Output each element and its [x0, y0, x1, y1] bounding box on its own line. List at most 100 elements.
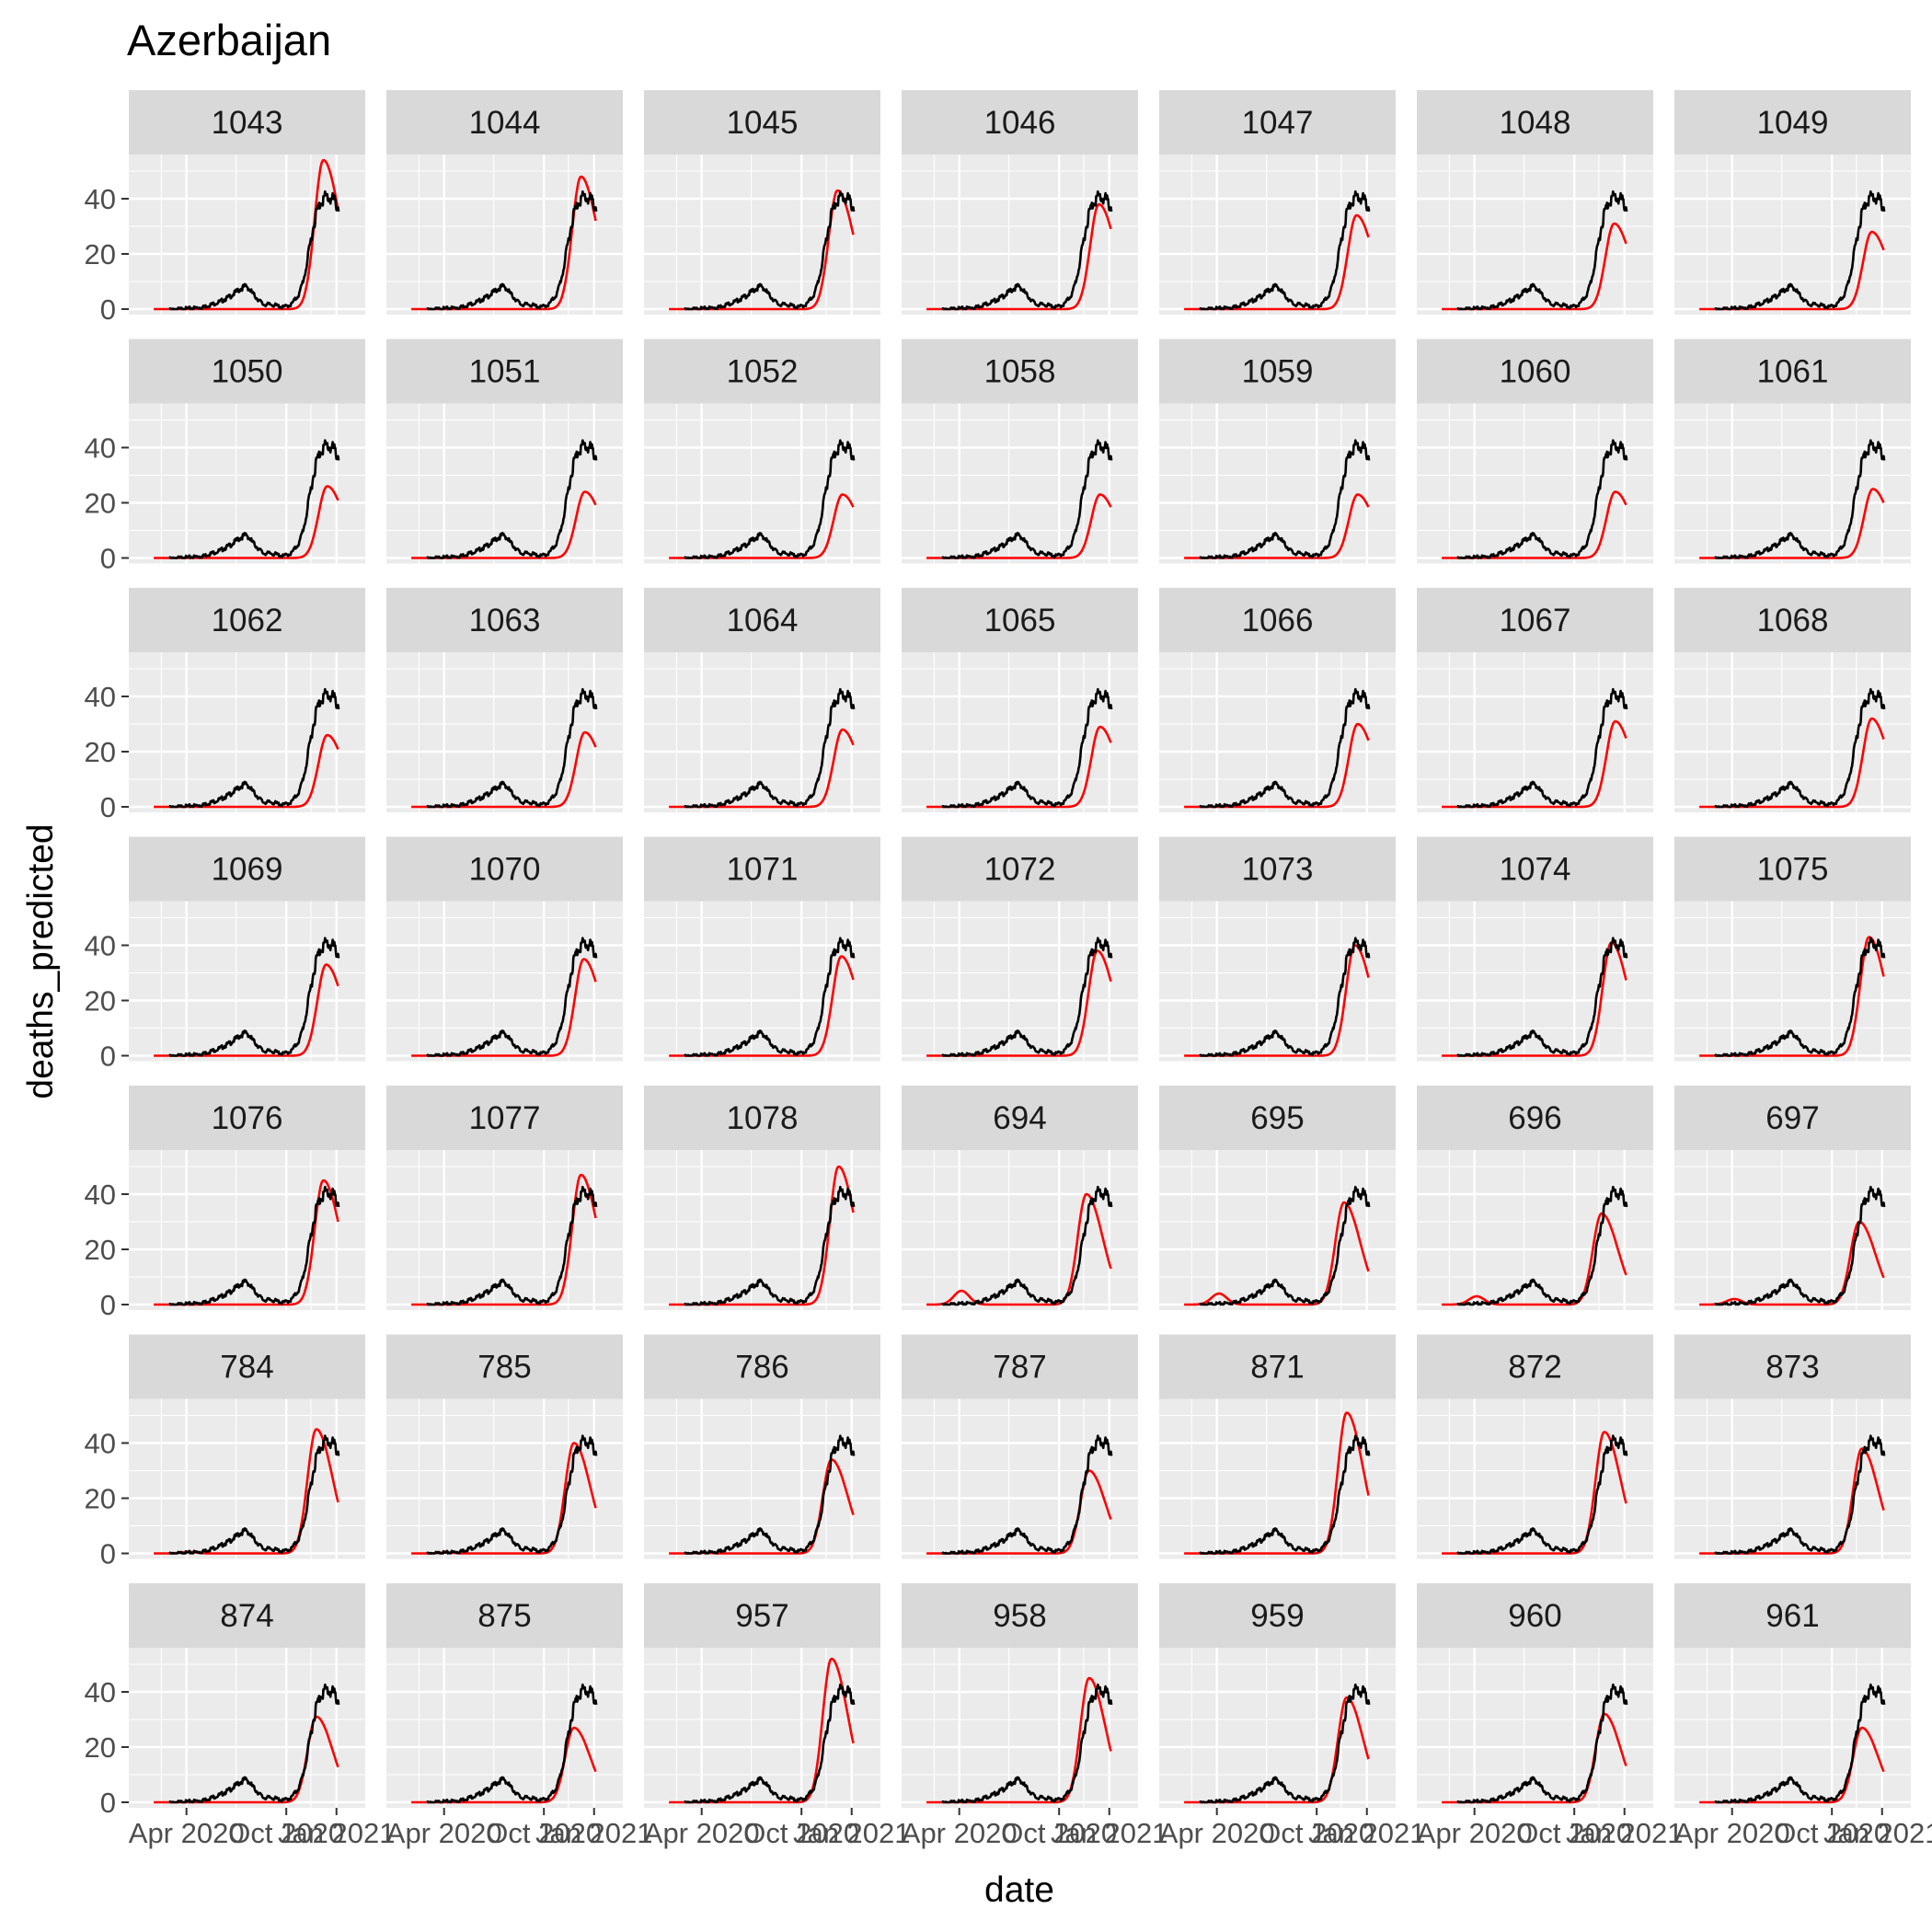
predicted-deaths-line	[1184, 1201, 1370, 1306]
facet-label: 1068	[1757, 603, 1829, 638]
facet-strip	[902, 836, 1138, 902]
actual-deaths-line	[168, 1185, 340, 1306]
x-tick-label: Apr 2020	[902, 1817, 1018, 1849]
facet-label: 871	[1250, 1350, 1304, 1386]
facet-panel: 1046	[902, 90, 1138, 315]
facet-strip	[129, 1334, 365, 1399]
facet-strip	[1159, 836, 1396, 902]
facet-strip	[1674, 836, 1911, 902]
facet-strip	[386, 1086, 623, 1150]
facet-panel: 1075	[1674, 836, 1911, 1062]
y-tick-label: 0	[100, 543, 116, 575]
actual-deaths-line	[1199, 190, 1371, 311]
facet-strip	[1159, 1086, 1396, 1150]
facet-strip	[1417, 588, 1653, 652]
actual-deaths-line	[941, 937, 1113, 1057]
facet-strip	[1159, 1583, 1396, 1648]
y-tick-label: 20	[85, 488, 116, 520]
y-tick-label: 20	[85, 238, 116, 270]
y-tick-label: 40	[85, 681, 116, 713]
facet-label: 961	[1765, 1598, 1819, 1634]
x-tick-label: Jan 2021	[535, 1817, 653, 1849]
facet-panel: 1043 0 20 40	[85, 90, 365, 326]
y-tick-label: 40	[85, 930, 116, 962]
facet-label: 1043	[212, 105, 283, 141]
chart-title: Azerbaijan	[127, 16, 331, 64]
x-tick-label: Apr 2020	[644, 1817, 760, 1849]
x-tick-label: Apr 2020	[1674, 1817, 1790, 1849]
x-tick-label: Oct 2020	[743, 1817, 859, 1849]
actual-deaths-line	[1199, 439, 1371, 559]
facet-strip	[129, 90, 365, 155]
facet-strip	[1159, 339, 1396, 404]
actual-deaths-line	[1456, 439, 1628, 559]
facet-panel: 694	[902, 1086, 1138, 1310]
facet-strip	[1674, 1583, 1911, 1648]
y-tick-label: 40	[85, 1428, 116, 1460]
actual-deaths-line	[1199, 687, 1371, 809]
x-axis-title: date	[984, 1870, 1054, 1910]
facet-strip	[1417, 836, 1653, 902]
facet-panel: 1044	[386, 90, 623, 315]
facet-label: 1047	[1242, 105, 1314, 141]
y-tick-label: 20	[85, 985, 116, 1018]
actual-deaths-line	[1199, 1434, 1371, 1555]
facet-panel: 1072	[902, 836, 1138, 1062]
facet-panel: 1068	[1674, 588, 1911, 812]
facet-label: 872	[1508, 1350, 1561, 1386]
facet-panel: 1073	[1159, 836, 1396, 1062]
x-tick-label: Apr 2020	[1159, 1817, 1275, 1849]
facet-strip	[1159, 588, 1396, 652]
facet-panel: 872	[1417, 1334, 1653, 1559]
facet-strip	[129, 588, 365, 652]
facet-strip	[1417, 1334, 1653, 1399]
facet-strip	[1674, 1086, 1911, 1150]
actual-deaths-line	[1456, 937, 1628, 1057]
facet-label: 784	[220, 1350, 273, 1386]
y-tick-label: 0	[100, 293, 116, 326]
actual-deaths-line	[684, 439, 856, 559]
facet-label: 787	[993, 1350, 1046, 1386]
facet-strip	[644, 1334, 880, 1399]
facet-label: 875	[477, 1598, 531, 1634]
facet-strip	[902, 588, 1138, 652]
facet-label: 1078	[727, 1100, 799, 1136]
facet-panel: 784 0 20 40	[85, 1334, 365, 1570]
y-tick-label: 0	[100, 1289, 116, 1321]
facet-panel: 695	[1159, 1086, 1396, 1310]
facet-strip	[386, 1334, 623, 1399]
actual-deaths-line	[168, 1683, 340, 1804]
predicted-deaths-line	[1699, 1220, 1885, 1306]
facet-strip	[644, 836, 880, 902]
facet-label: 1066	[1242, 603, 1314, 638]
x-tick-label: Oct 2020	[1259, 1817, 1374, 1849]
actual-deaths-line	[1199, 1683, 1371, 1804]
facet-label: 957	[735, 1598, 788, 1634]
y-tick-label: 0	[100, 791, 116, 823]
y-tick-label: 0	[100, 1041, 116, 1073]
facet-label: 1063	[469, 603, 541, 638]
facet-strip	[644, 1086, 880, 1150]
facet-panel: 1060	[1417, 339, 1653, 564]
facet-panel: 1076 0 20 40	[85, 1086, 365, 1321]
facet-label: 1062	[212, 603, 283, 638]
actual-deaths-line	[1714, 190, 1886, 311]
facet-label: 958	[993, 1598, 1046, 1634]
facet-label: 697	[1765, 1100, 1819, 1136]
facet-label: 1076	[212, 1100, 283, 1136]
actual-deaths-line	[1714, 687, 1886, 809]
facet-strip	[644, 588, 880, 652]
y-tick-label: 40	[85, 432, 116, 465]
y-tick-label: 0	[100, 1787, 116, 1819]
facet-panel: 1071	[644, 836, 880, 1062]
facet-label: 1064	[727, 603, 799, 638]
facet-label: 960	[1508, 1598, 1561, 1634]
y-tick-label: 0	[100, 1538, 116, 1570]
facet-label: 1070	[469, 852, 541, 888]
actual-deaths-line	[684, 1185, 856, 1306]
